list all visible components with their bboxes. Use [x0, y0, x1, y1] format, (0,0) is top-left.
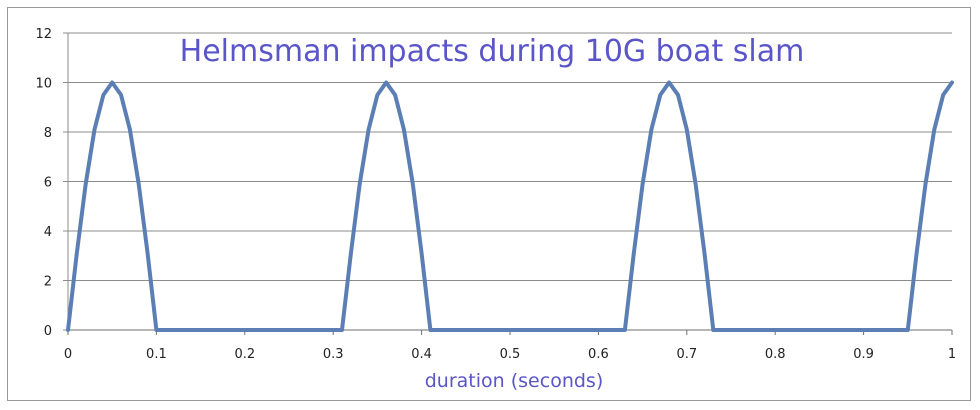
- y-tick-labels: 0 2 4 6 8 10 12: [35, 27, 68, 339]
- y-tick-label: 4: [44, 225, 52, 240]
- x-tick-label: 0.3: [323, 347, 344, 362]
- chart-frame: [7, 7, 971, 401]
- x-tick-label: 0.2: [234, 347, 255, 362]
- y-tick-label: 8: [44, 126, 52, 141]
- y-tick-label: 0: [44, 324, 52, 339]
- x-tick-label: 1: [948, 347, 956, 362]
- x-tick-label: 0.6: [588, 347, 609, 362]
- x-tick-label: 0.8: [765, 347, 786, 362]
- y-tick-label: 2: [44, 275, 52, 290]
- x-axis-title: duration (seconds): [425, 370, 603, 392]
- x-tick-labels: 0 0.1 0.2 0.3 0.4 0.5 0.6 0.7 0.8 0.9 1: [64, 330, 956, 362]
- x-tick-label: 0.5: [500, 347, 521, 362]
- y-tick-label: 10: [35, 77, 52, 92]
- x-tick-label: 0.4: [411, 347, 432, 362]
- x-tick-label: 0.9: [853, 347, 874, 362]
- y-tick-label: 12: [35, 27, 52, 42]
- x-tick-label: 0: [64, 347, 72, 362]
- series-group: [66, 80, 954, 332]
- x-tick-label: 0.7: [676, 347, 697, 362]
- grid-lines: [68, 32, 952, 281]
- chart-title: Helmsman impacts during 10G boat slam: [180, 34, 805, 69]
- x-tick-label: 0.1: [146, 347, 167, 362]
- y-tick-label: 6: [44, 176, 52, 191]
- series-line-1: [66, 80, 954, 332]
